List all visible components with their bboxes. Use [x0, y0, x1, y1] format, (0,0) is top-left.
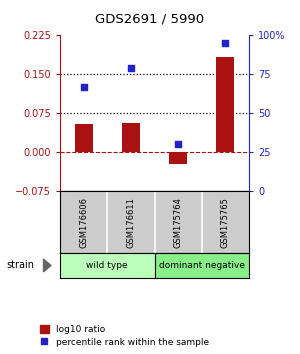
Bar [154, 253, 249, 278]
Text: strain: strain [6, 261, 34, 270]
Bar [75, 124, 93, 152]
Text: GSM176611: GSM176611 [126, 197, 135, 247]
Point [223, 40, 228, 46]
Point [176, 142, 181, 147]
Bar [169, 152, 187, 164]
Text: GSM176606: GSM176606 [79, 196, 88, 248]
Text: wild type: wild type [86, 261, 128, 270]
Bar [60, 253, 154, 278]
Text: dominant negative: dominant negative [159, 261, 245, 270]
Text: GSM175764: GSM175764 [174, 197, 183, 247]
Point [81, 84, 86, 90]
Text: GSM175765: GSM175765 [221, 197, 230, 247]
Bar [122, 122, 140, 152]
Legend: log10 ratio, percentile rank within the sample: log10 ratio, percentile rank within the … [36, 322, 213, 350]
Polygon shape [44, 259, 51, 272]
Point [128, 65, 133, 71]
Bar [216, 57, 234, 152]
Text: GDS2691 / 5990: GDS2691 / 5990 [95, 12, 205, 25]
